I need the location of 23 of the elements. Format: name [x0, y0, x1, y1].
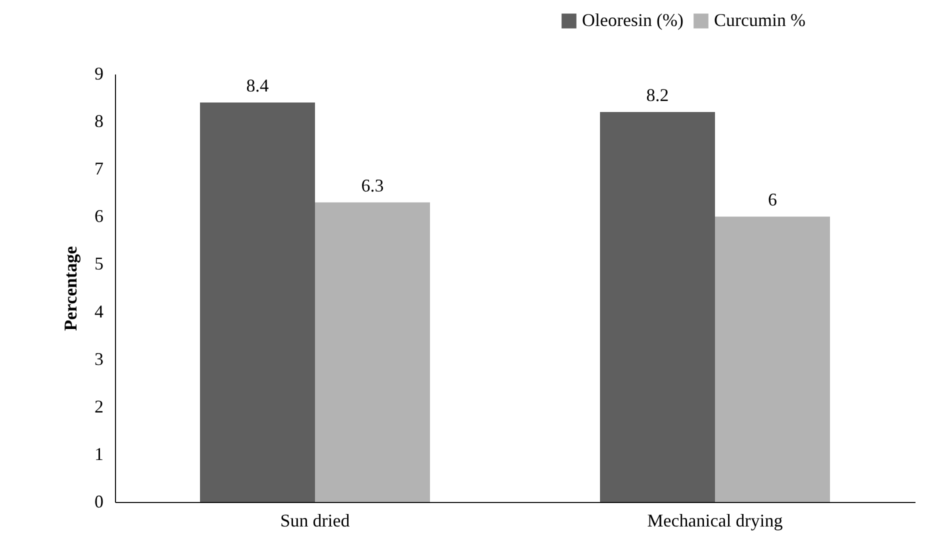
y-tick-label: 1 [94, 444, 104, 464]
y-tick-label: 4 [94, 301, 104, 322]
legend-label: Curcumin % [714, 10, 806, 30]
y-tick-label: 5 [94, 254, 104, 274]
y-tick-label: 0 [94, 492, 104, 512]
y-tick-label: 7 [94, 158, 104, 179]
bar [315, 202, 430, 502]
y-tick-label: 3 [94, 348, 104, 369]
y-axis-title: Percentage [60, 246, 80, 331]
y-tick-label: 2 [94, 396, 104, 416]
x-tick-label: Mechanical drying [647, 510, 783, 530]
data-label: 6.3 [361, 175, 384, 196]
x-tick-label: Sun dried [280, 510, 350, 530]
bar [715, 216, 830, 502]
y-tick-label: 9 [94, 64, 104, 84]
data-label: 6 [768, 190, 777, 210]
data-label: 8.4 [246, 76, 269, 96]
bar [200, 102, 315, 502]
y-tick-label: 8 [94, 111, 104, 132]
y-tick-label: 6 [94, 206, 104, 226]
data-label: 8.2 [646, 85, 669, 106]
bar [600, 112, 715, 502]
legend-label: Oleoresin (%) [582, 10, 684, 30]
